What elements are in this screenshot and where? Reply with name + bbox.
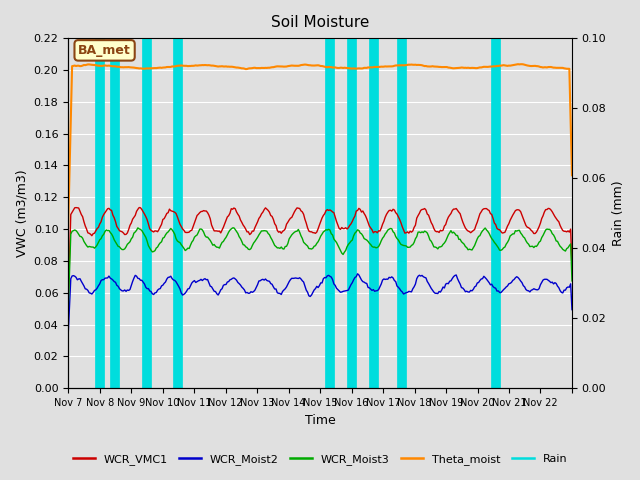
Legend: WCR_VMC1, WCR_Moist2, WCR_Moist3, Theta_moist, Rain: WCR_VMC1, WCR_Moist2, WCR_Moist3, Theta_… [68, 450, 572, 469]
Y-axis label: Rain (mm): Rain (mm) [612, 180, 625, 246]
X-axis label: Time: Time [305, 414, 335, 427]
Title: Soil Moisture: Soil Moisture [271, 15, 369, 30]
Y-axis label: VWC (m3/m3): VWC (m3/m3) [15, 169, 28, 257]
Text: BA_met: BA_met [78, 44, 131, 57]
